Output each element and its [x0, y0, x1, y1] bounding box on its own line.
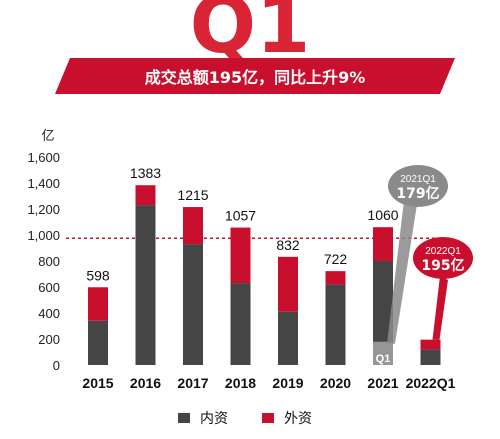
- bar-segment-foreign: [135, 185, 156, 206]
- y-tick-label: 600: [38, 280, 60, 295]
- stacked-bar-chart: 亿 0 200 400 600 800 1,000 1,200 1,400 1,600 598 13…: [27, 128, 473, 427]
- legend-label-foreign: 外资: [284, 411, 312, 427]
- bar-segment-foreign: [88, 287, 108, 321]
- x-tick-label: 2020: [320, 375, 351, 391]
- x-tick-label: 2016: [130, 375, 161, 391]
- bar-segment-foreign: [373, 227, 393, 261]
- x-axis: 2015 2016 2017 2018 2019 2020 2021 2022Q1: [82, 375, 455, 391]
- y-tick-label: 800: [38, 254, 60, 269]
- y-tick-label: 1,200: [27, 202, 60, 217]
- bar-segment-domestic: [183, 244, 203, 365]
- bar-total-label: 1057: [225, 208, 256, 224]
- bar-total-label: 1060: [367, 207, 398, 223]
- bar-total-label: 1383: [130, 165, 161, 181]
- q1-tag: Q1: [376, 353, 391, 365]
- bar-total-label: 832: [276, 237, 300, 253]
- x-tick-label: 2022Q1: [406, 375, 456, 391]
- callout-2021-pointer: [387, 192, 418, 344]
- y-tick-label: 400: [38, 306, 60, 321]
- x-tick-label: 2021: [367, 375, 398, 391]
- callout-2022-value: 195亿: [421, 257, 464, 274]
- y-axis: 亿 0 200 400 600 800 1,000 1,200 1,400 1,600: [27, 128, 60, 373]
- bar-segment-domestic: [420, 349, 441, 365]
- bar-segment-domestic: [278, 311, 298, 365]
- x-tick-label: 2018: [225, 375, 256, 391]
- bar-segment-domestic: [230, 283, 251, 365]
- bars: 598 1383 1215 1057 832 722 1060: [86, 165, 441, 365]
- callout-2021-value: 179亿: [396, 185, 439, 202]
- callout-2021-bubble: [388, 165, 448, 207]
- legend-label-domestic: 内资: [200, 411, 228, 427]
- y-tick-label: 1,400: [27, 176, 60, 191]
- legend-swatch-domestic: [178, 413, 190, 423]
- bar-total-label: 722: [324, 251, 348, 267]
- headline-banner: [55, 58, 455, 94]
- callout-2022-bubble: [413, 237, 473, 279]
- bar-segment-foreign: [230, 227, 251, 284]
- callout-2021-label: 2021Q1: [400, 174, 436, 185]
- x-tick-label: 2015: [82, 375, 113, 391]
- legend: 内资 外资: [178, 411, 312, 427]
- headline-text: 成交总额195亿，同比上升9%: [145, 68, 366, 87]
- bar-segment-foreign: [183, 207, 203, 245]
- x-tick-label: 2019: [272, 375, 303, 391]
- x-tick-label: 2017: [177, 375, 208, 391]
- callout-2022-pointer: [432, 276, 448, 340]
- bar-segment-domestic: [325, 284, 346, 365]
- bar-segment-domestic: [88, 320, 108, 365]
- y-axis-unit: 亿: [41, 128, 54, 143]
- y-tick-label: 1,600: [27, 150, 60, 165]
- y-tick-label: 0: [53, 358, 60, 373]
- y-tick-label: 1,000: [27, 228, 60, 243]
- bar-segment-foreign: [325, 271, 346, 285]
- legend-swatch-foreign: [262, 413, 274, 423]
- bar-total-label: 598: [86, 267, 110, 283]
- hero-banner: Q1 成交总额195亿，同比上升9%: [55, 0, 455, 94]
- bar-segment-foreign: [278, 256, 298, 312]
- bar-total-label: 1215: [177, 187, 208, 203]
- bar-segment-foreign: [420, 339, 441, 350]
- q1-2021-highlight: [373, 341, 393, 365]
- callout-2022-label: 2022Q1: [425, 246, 461, 257]
- y-tick-label: 200: [38, 332, 60, 347]
- bar-segment-domestic: [135, 205, 156, 365]
